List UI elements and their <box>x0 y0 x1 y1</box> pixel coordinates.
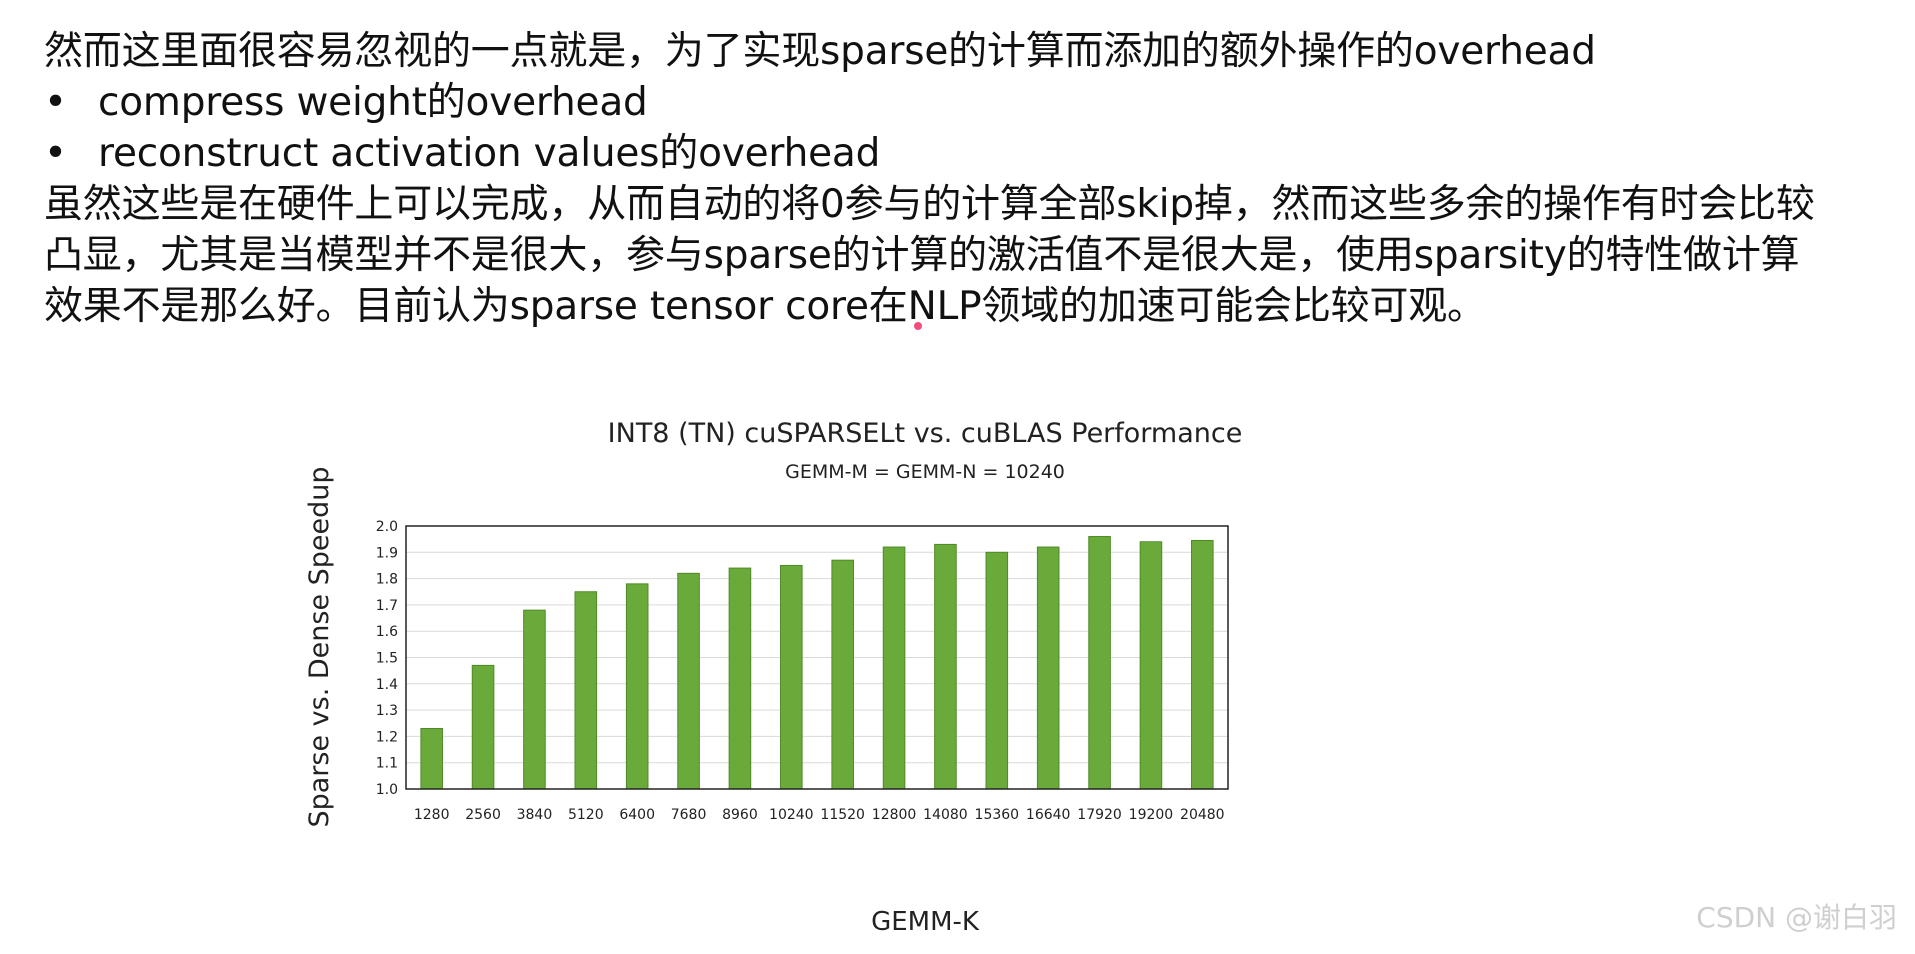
x-tick-label: 7680 <box>671 807 707 823</box>
paragraph-line: 凸显，尤其是当模型并不是很大，参与sparse的计算的激活值不是很大是，使用sp… <box>44 233 1800 278</box>
x-tick-label: 17920 <box>1077 807 1122 823</box>
y-tick-label: 1.8 <box>376 572 398 588</box>
bar <box>523 609 546 790</box>
y-axis-label: Sparse vs. Dense Speedup <box>304 466 335 827</box>
bullet-marker: • <box>44 80 67 125</box>
bar <box>1088 536 1111 790</box>
bar <box>882 546 906 790</box>
paragraph-line: 虽然这些是在硬件上可以完成，从而自动的将0参与的计算全部skip掉，然而这些多余… <box>44 182 1815 227</box>
x-tick-label: 16640 <box>1026 807 1071 823</box>
bar <box>471 664 495 790</box>
bullet-marker: • <box>44 131 67 176</box>
x-tick-label: 15360 <box>975 807 1020 823</box>
intro-text: 然而这里面很容易忽视的一点就是，为了实现sparse的计算而添加的额外操作的ov… <box>44 29 1596 74</box>
y-tick-label: 1.3 <box>376 703 398 719</box>
bar <box>985 551 1009 790</box>
x-tick-label: 19200 <box>1129 807 1174 823</box>
bar <box>1191 539 1214 790</box>
pointer-dot <box>914 322 922 330</box>
y-tick-label: 1.6 <box>376 624 398 640</box>
bar <box>420 728 443 790</box>
x-tick-label: 10240 <box>769 807 814 823</box>
y-tick-label: 1.4 <box>376 677 398 693</box>
bullet-text: reconstruct activation values的overhead <box>98 131 881 176</box>
bar <box>934 543 957 790</box>
bar-chart-svg: INT8 (TN) cuSPARSELt vs. cuBLAS Performa… <box>304 418 1243 937</box>
paragraph-line: 效果不是那么好。目前认为sparse tensor core在NLP领域的加速可… <box>44 284 1486 329</box>
x-tick-label: 20480 <box>1180 807 1225 823</box>
y-tick-label: 1.9 <box>376 545 398 561</box>
watermark: CSDN @谢白羽 <box>1696 901 1897 934</box>
x-axis-label: GEMM-K <box>871 907 980 937</box>
bars <box>420 536 1214 790</box>
bar <box>728 567 752 790</box>
x-tick-label: 1280 <box>414 807 450 823</box>
y-tick-label: 1.2 <box>376 729 398 745</box>
y-tick-labels: 1.0 1.1 1.2 1.3 1.4 1.5 1.6 1.7 1.8 1.9 2.0 <box>376 519 398 798</box>
y-tick-label: 1.0 <box>376 782 398 798</box>
bar <box>780 564 803 790</box>
x-tick-label: 5120 <box>568 807 604 823</box>
bullet-item: • compress weight的overhead <box>44 77 1904 128</box>
bar <box>831 559 854 790</box>
x-tick-label: 12800 <box>872 807 917 823</box>
y-tick-label: 1.1 <box>376 756 398 772</box>
bar <box>625 583 649 790</box>
x-tick-label: 14080 <box>923 807 968 823</box>
speedup-chart: INT8 (TN) cuSPARSELt vs. cuBLAS Performa… <box>300 418 1530 950</box>
x-tick-label: 6400 <box>619 807 655 823</box>
bullet-text: compress weight的overhead <box>98 80 648 125</box>
bar <box>574 591 598 790</box>
y-tick-label: 1.7 <box>376 598 398 614</box>
y-tick-label: 1.5 <box>376 651 398 667</box>
x-tick-label: 3840 <box>517 807 553 823</box>
x-tick-label: 11520 <box>820 807 865 823</box>
bar <box>1139 541 1163 790</box>
x-tick-label: 8960 <box>722 807 758 823</box>
bullet-item: • reconstruct activation values的overhead <box>44 128 1904 179</box>
plot-frame <box>405 525 1229 790</box>
slide-text: 然而这里面很容易忽视的一点就是，为了实现sparse的计算而添加的额外操作的ov… <box>44 26 1904 332</box>
chart-title: INT8 (TN) cuSPARSELt vs. cuBLAS Performa… <box>608 420 1243 449</box>
x-tick-label: 2560 <box>465 807 501 823</box>
chart-subtitle: GEMM-M = GEMM-N = 10240 <box>785 461 1065 483</box>
x-tick-labels: 1280 2560 3840 5120 6400 7680 8960 10240 11520 12… <box>414 807 1225 823</box>
bar <box>677 572 700 790</box>
bar <box>1036 546 1060 790</box>
y-tick-label: 2.0 <box>376 519 398 535</box>
